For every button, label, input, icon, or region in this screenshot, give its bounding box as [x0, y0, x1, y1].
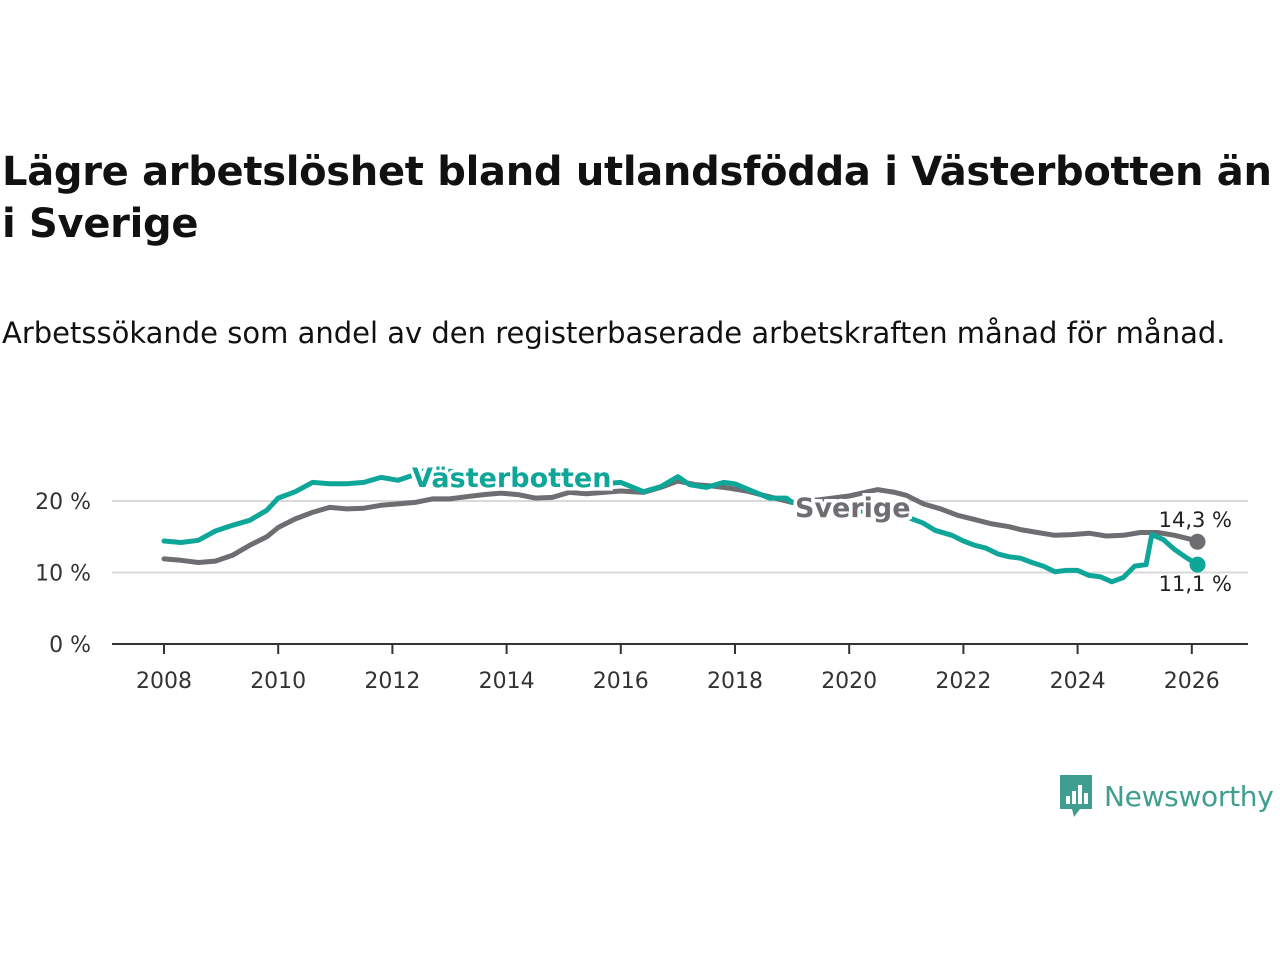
line-chart: 0 % 10 % 20 % 2008 2010 2012 2014 2016 2018 2020…: [35, 460, 1248, 694]
chart-title: Lägre arbetslöshet bland utlandsfödda i …: [2, 149, 1272, 247]
x-tick-label: 2022: [935, 669, 991, 694]
y-tick-label: 0 %: [49, 633, 91, 658]
newsworthy-logo-text: Newsworthy: [1104, 779, 1274, 813]
newsworthy-chart-icon: [1060, 775, 1092, 817]
sverige-line: [161, 478, 1200, 565]
x-tick-label: 2014: [479, 669, 535, 694]
x-tick-label: 2010: [250, 669, 306, 694]
gridlines: [112, 500, 1248, 574]
vasterbotten-end-dot: [1189, 556, 1206, 573]
x-tick-label: 2024: [1050, 669, 1106, 694]
newsworthy-logo[interactable]: Newsworthy: [1058, 772, 1274, 820]
vasterbotten-series-label: Västerbotten: [412, 463, 611, 494]
chart-subtitle: Arbetssökande som andel av den registerb…: [2, 316, 1226, 350]
x-tick-label: 2018: [707, 669, 763, 694]
sverige-end-dot: [1189, 533, 1206, 550]
y-tick-label: 10 %: [35, 562, 91, 587]
sverige-end-label: 14,3 %: [1159, 508, 1232, 532]
x-tick-label: 2026: [1164, 669, 1220, 694]
x-tick-label: 2020: [821, 669, 877, 694]
vasterbotten-line: [161, 467, 1200, 585]
sverige-series-label: Sverige: [795, 493, 911, 524]
y-axis-ticks: 0 % 10 % 20 %: [35, 490, 91, 658]
x-axis-ticks: 2008 2010 2012 2014 2016 2018 2020 2022 2024 2026: [136, 644, 1220, 694]
vasterbotten-end-label: 11,1 %: [1159, 572, 1232, 596]
y-tick-label: 20 %: [35, 490, 91, 515]
x-tick-label: 2016: [593, 669, 649, 694]
x-tick-label: 2012: [364, 669, 420, 694]
x-tick-label: 2008: [136, 669, 192, 694]
